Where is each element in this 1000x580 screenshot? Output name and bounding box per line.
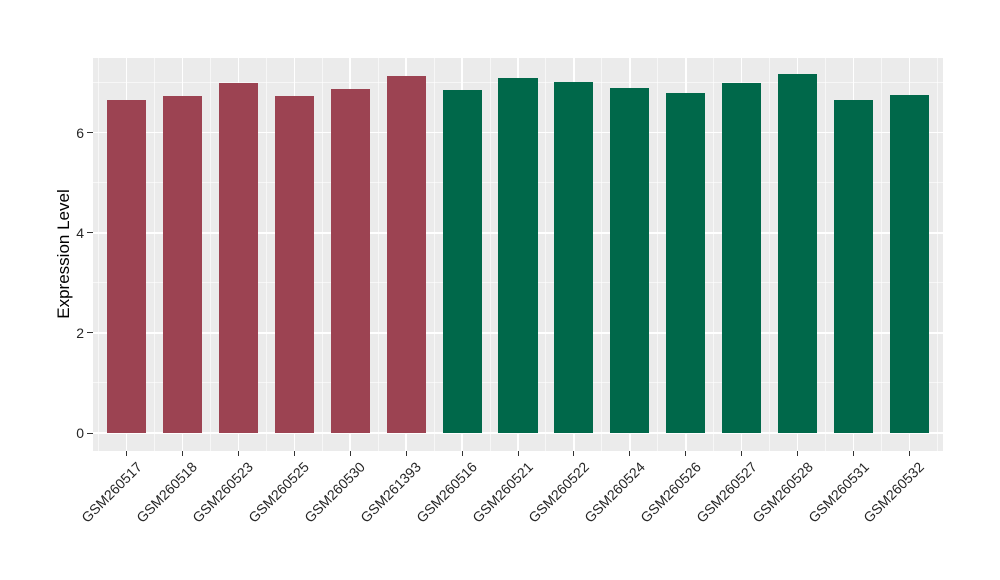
bar-GSM260516 <box>442 89 482 433</box>
bar-GSM260517 <box>106 100 147 433</box>
gridline-minor-v <box>321 58 323 451</box>
x-tick <box>908 451 910 456</box>
plot-panel <box>93 58 943 451</box>
x-tick <box>517 451 519 456</box>
x-tick <box>629 451 631 456</box>
gridline-minor-v <box>657 58 659 451</box>
bar-GSM260522 <box>554 82 594 433</box>
bar-GSM260530 <box>330 89 370 433</box>
y-tick <box>87 432 93 434</box>
x-tick <box>573 451 575 456</box>
x-tick <box>126 451 128 456</box>
bar-GSM260526 <box>666 93 706 433</box>
x-tick <box>461 451 463 456</box>
x-tick <box>237 451 239 456</box>
gridline-minor-v <box>265 58 267 451</box>
y-axis-title: Expression Level <box>54 189 73 319</box>
x-tick <box>405 451 407 456</box>
y-tick-label: 0 <box>76 425 84 441</box>
gridline-minor-v <box>936 58 938 451</box>
bar-GSM260528 <box>778 74 818 433</box>
bar-GSM260527 <box>722 82 762 433</box>
bar-GSM260532 <box>889 95 930 433</box>
bar-GSM260525 <box>274 96 314 433</box>
gridline-minor-v <box>98 58 100 451</box>
gridline-minor-v <box>154 58 155 451</box>
y-tick-label: 2 <box>76 324 84 341</box>
bar-GSM261393 <box>386 76 426 433</box>
gridline-minor-v <box>713 58 715 451</box>
bar-GSM260521 <box>498 78 538 433</box>
x-tick <box>293 451 295 456</box>
bar-GSM260518 <box>162 96 203 433</box>
gridline-minor-v <box>489 58 491 451</box>
y-tick <box>87 232 93 234</box>
x-tick <box>741 451 743 456</box>
gridline-minor-v <box>769 58 771 451</box>
y-tick-label: 6 <box>76 124 84 141</box>
x-tick <box>349 451 351 456</box>
y-tick <box>87 332 93 334</box>
gridline-minor-v <box>377 58 379 451</box>
x-tick <box>685 451 687 456</box>
x-tick <box>181 451 183 456</box>
gridline-minor-v <box>601 58 603 451</box>
gridline-minor-v <box>880 58 882 451</box>
bar-GSM260524 <box>610 88 650 433</box>
x-tick <box>797 451 799 456</box>
y-tick <box>87 132 93 134</box>
bar-GSM260523 <box>218 82 258 433</box>
gridline-minor-v <box>209 58 211 451</box>
x-tick <box>853 451 855 456</box>
bar-GSM260531 <box>833 100 874 433</box>
gridline-minor-v <box>825 58 827 451</box>
gridline-minor-v <box>433 58 435 451</box>
gridline-minor-v <box>545 58 547 451</box>
y-tick-label: 4 <box>76 224 84 241</box>
